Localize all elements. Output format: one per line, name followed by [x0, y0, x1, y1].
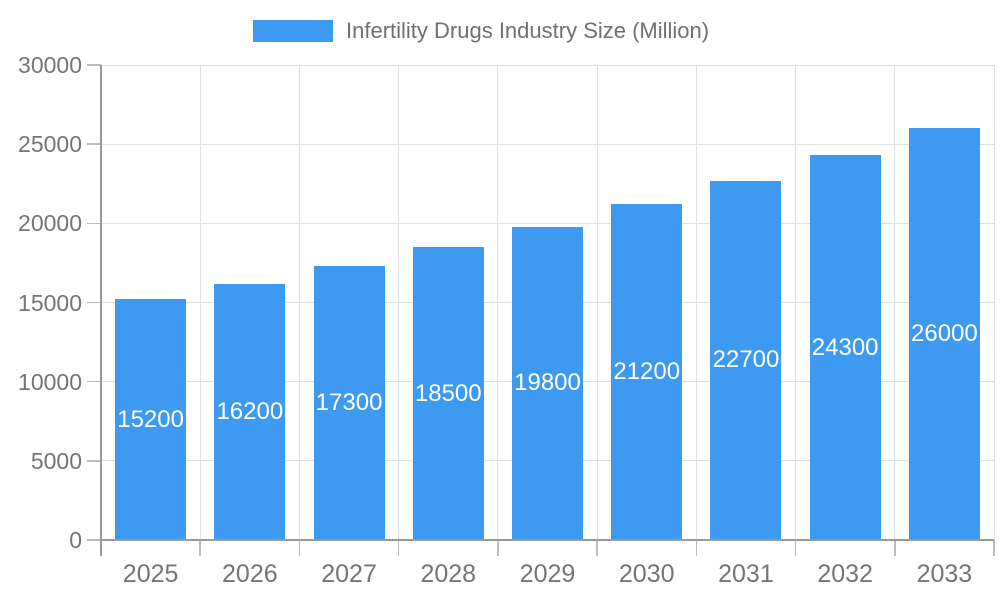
x-axis-label: 2028 — [420, 560, 477, 588]
x-axis-label: 2029 — [519, 560, 576, 588]
y-axis-label: 15000 — [18, 289, 82, 316]
x-gridline — [695, 65, 697, 540]
bar-2026[interactable] — [214, 283, 286, 540]
legend-item[interactable]: Infertility Drugs Industry Size (Million… — [253, 17, 709, 45]
bar-2025[interactable] — [115, 299, 187, 540]
y-axis-tick — [87, 222, 101, 225]
x-axis-label: 2030 — [618, 560, 675, 588]
x-axis-tick — [695, 540, 698, 556]
x-gridline — [298, 65, 300, 540]
y-gridline — [101, 222, 994, 224]
x-axis-label: 2032 — [817, 560, 873, 588]
bar-value-label: 18500 — [414, 379, 482, 407]
bar-2032[interactable] — [809, 155, 881, 540]
bar-value-label: 15200 — [117, 405, 184, 433]
y-axis-tick — [87, 539, 101, 541]
x-gridline — [993, 65, 995, 540]
y-axis-tick — [87, 64, 101, 66]
bar-2027[interactable] — [313, 266, 385, 540]
bar-value-label: 16200 — [216, 397, 284, 425]
bar-2028[interactable] — [412, 247, 484, 540]
y-axis-tick — [87, 380, 101, 383]
bar-value-label: 19800 — [514, 369, 581, 397]
y-axis-label: 30000 — [18, 52, 82, 78]
bar-value-label: 21200 — [613, 358, 681, 386]
x-gridline — [497, 65, 499, 540]
x-gridline — [199, 65, 201, 540]
y-axis-tick — [87, 301, 101, 304]
y-axis-tick — [87, 143, 101, 145]
bar-value-label: 17300 — [315, 389, 383, 417]
x-axis-tick — [397, 540, 400, 556]
y-gridline — [101, 143, 994, 145]
y-axis-label: 0 — [69, 527, 82, 553]
bar-2033[interactable] — [908, 128, 980, 540]
bar-2029[interactable] — [512, 226, 583, 540]
y-axis-tick — [87, 460, 101, 462]
x-axis-tick — [794, 540, 797, 556]
x-axis-tick — [894, 540, 896, 556]
x-axis-tick — [993, 540, 995, 556]
y-axis-label: 25000 — [18, 131, 82, 158]
y-axis-label: 5000 — [30, 447, 82, 474]
x-axis-label: 2033 — [916, 560, 973, 588]
bar-value-label: 24300 — [811, 333, 879, 361]
y-axis-label: 20000 — [18, 210, 82, 237]
x-gridline — [795, 65, 797, 540]
x-axis-tick — [596, 540, 598, 556]
x-axis-label: 2026 — [222, 560, 278, 588]
y-gridline — [101, 64, 994, 66]
y-axis-label: 10000 — [18, 368, 82, 395]
x-axis-label: 2025 — [122, 560, 179, 588]
x-axis-tick — [199, 540, 201, 556]
bar-2031[interactable] — [710, 180, 782, 540]
x-axis-label: 2027 — [321, 560, 377, 588]
x-axis-tick — [298, 540, 301, 556]
x-axis-tick — [497, 540, 499, 556]
bar-2030[interactable] — [611, 204, 683, 540]
bar-value-label: 26000 — [911, 320, 978, 348]
y-axis-line — [100, 65, 102, 556]
x-gridline — [398, 65, 400, 540]
bar-value-label: 22700 — [712, 346, 780, 374]
x-axis-line — [101, 539, 994, 541]
x-gridline — [894, 65, 896, 540]
legend-label: Infertility Drugs Industry Size (Million… — [346, 18, 710, 43]
x-gridline — [596, 65, 598, 540]
x-axis-label: 2031 — [718, 560, 774, 588]
legend-swatch-icon — [253, 20, 333, 42]
